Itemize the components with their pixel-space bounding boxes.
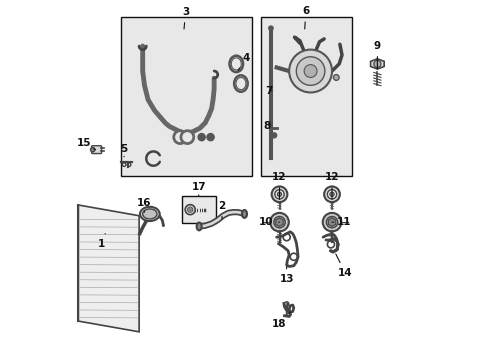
Circle shape: [185, 204, 195, 215]
Circle shape: [271, 133, 276, 138]
Circle shape: [90, 148, 95, 152]
FancyBboxPatch shape: [91, 146, 102, 154]
Text: 8: 8: [263, 121, 270, 131]
Circle shape: [187, 207, 192, 212]
Circle shape: [288, 50, 331, 93]
Polygon shape: [188, 208, 192, 211]
Circle shape: [274, 190, 284, 199]
Ellipse shape: [242, 210, 246, 218]
Circle shape: [270, 213, 288, 231]
Ellipse shape: [196, 222, 201, 230]
Text: 10: 10: [258, 217, 279, 227]
Polygon shape: [327, 218, 335, 226]
Text: 2: 2: [218, 201, 225, 219]
FancyBboxPatch shape: [121, 18, 251, 176]
Text: 6: 6: [302, 6, 309, 29]
Circle shape: [326, 190, 336, 199]
FancyBboxPatch shape: [182, 196, 216, 223]
Circle shape: [268, 26, 272, 30]
Polygon shape: [370, 59, 384, 69]
Circle shape: [198, 134, 205, 141]
Text: 4: 4: [238, 53, 249, 71]
Circle shape: [273, 216, 285, 228]
Text: 14: 14: [335, 254, 352, 278]
Circle shape: [304, 64, 316, 77]
Circle shape: [173, 131, 186, 144]
Ellipse shape: [142, 209, 157, 219]
Text: 11: 11: [331, 217, 350, 227]
Text: 9: 9: [373, 41, 380, 69]
Circle shape: [296, 57, 324, 85]
Text: 13: 13: [279, 266, 293, 284]
Text: 7: 7: [264, 86, 272, 96]
Text: 15: 15: [76, 138, 95, 150]
Polygon shape: [78, 205, 139, 332]
Circle shape: [277, 192, 281, 197]
Text: 3: 3: [182, 7, 189, 29]
Text: 5: 5: [120, 144, 127, 157]
Text: 16: 16: [137, 198, 151, 212]
Circle shape: [333, 75, 339, 80]
Text: 18: 18: [272, 312, 290, 329]
Text: 17: 17: [191, 182, 205, 196]
Circle shape: [324, 186, 339, 202]
Text: 1: 1: [98, 234, 105, 249]
Circle shape: [206, 134, 214, 141]
Circle shape: [271, 186, 287, 202]
FancyBboxPatch shape: [260, 18, 351, 176]
Text: 12: 12: [324, 172, 339, 199]
Circle shape: [181, 131, 193, 144]
Ellipse shape: [140, 207, 160, 221]
Circle shape: [329, 192, 333, 197]
Circle shape: [373, 60, 380, 67]
Text: 12: 12: [272, 172, 286, 199]
Circle shape: [325, 216, 337, 228]
Circle shape: [322, 213, 341, 231]
Polygon shape: [275, 218, 283, 226]
